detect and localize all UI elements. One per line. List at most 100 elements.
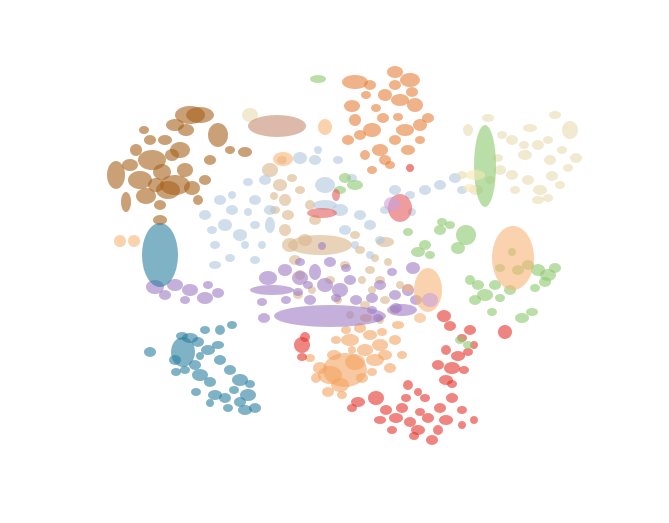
scatter-point-s4-p0 xyxy=(262,163,278,177)
scatter-point-s0-p5 xyxy=(136,188,156,204)
scatter-point-s5-p14 xyxy=(293,152,307,164)
scatter-point-s7-p26 xyxy=(191,388,201,396)
scatter-point-s0-p13 xyxy=(178,124,194,136)
scatter-point-s0-p1 xyxy=(121,192,131,212)
scatter-point-s9-p5 xyxy=(419,240,431,250)
scatter-point-s1-p18 xyxy=(422,113,434,123)
scatter-point-s7-p22 xyxy=(215,325,225,335)
scatter-point-s1-p20 xyxy=(354,130,366,140)
scatter-point-s2-p27 xyxy=(305,354,315,362)
scatter-point-s4-p26 xyxy=(360,301,370,309)
scatter-point-s8-p26 xyxy=(555,181,565,189)
scatter-point-s6-p28 xyxy=(387,268,397,276)
scatter-point-s3-p34 xyxy=(437,310,451,322)
scatter-point-s7-p13 xyxy=(249,403,261,413)
scatter-point-s9-p33 xyxy=(487,308,497,316)
scatter-point-s7-p27 xyxy=(206,399,214,407)
scatter-point-s7-p29 xyxy=(245,380,255,388)
scatter-point-s6-p4 xyxy=(167,279,183,291)
scatter-point-s7-p3 xyxy=(169,355,181,365)
scatter-point-s6-p17 xyxy=(324,257,336,267)
scatter-point-s6-p14 xyxy=(317,278,333,292)
scatter-point-s7-p5 xyxy=(189,360,201,370)
scatter-point-s3-p5 xyxy=(347,404,357,412)
scatter-point-s2-p26 xyxy=(331,336,341,344)
scatter-point-s0-p2 xyxy=(128,171,152,189)
scatter-point-s7-p8 xyxy=(208,390,222,400)
scatter-point-s6-p27 xyxy=(406,262,420,274)
scatter-point-s14-p0 xyxy=(384,197,400,211)
scatter-point-s6-p34 xyxy=(258,313,270,323)
scatter-point-s5-p20 xyxy=(354,210,366,220)
scatter-point-s5-p13 xyxy=(265,217,275,233)
scatter-point-s8-p23 xyxy=(549,111,561,119)
scatter-point-s8-p13 xyxy=(533,185,547,195)
scatter-point-s0-p8 xyxy=(158,135,172,145)
scatter-point-s8-p12 xyxy=(546,171,558,181)
scatter-point-s6-p33 xyxy=(318,242,326,250)
scatter-point-s6-p5 xyxy=(182,284,198,296)
scatter-point-s6-p23 xyxy=(389,290,401,300)
scatter-point-s8-p24 xyxy=(543,136,553,144)
scatter-point-s5-p39 xyxy=(228,191,236,199)
scatter-point-s8-p14 xyxy=(522,175,534,185)
scatter-point-s5-p3 xyxy=(210,241,220,249)
scatter-point-s9-p16 xyxy=(495,294,505,302)
scatter-point-s2-p17 xyxy=(384,363,396,373)
scatter-point-s8-p3 xyxy=(497,131,507,139)
scatter-point-s6-p20 xyxy=(350,295,362,305)
scatter-point-s9-p3 xyxy=(347,180,363,190)
scatter-point-s6-p12 xyxy=(292,271,308,285)
scatter-point-s8-p2 xyxy=(482,114,494,122)
scatter-point-s2-p19 xyxy=(322,387,334,397)
scatter-point-s1-p15 xyxy=(377,113,389,123)
scatter-point-s1-p5 xyxy=(391,94,409,106)
scatter-point-s4-p21 xyxy=(365,266,375,274)
scatter-point-s7-p23 xyxy=(227,321,237,329)
scatter-point-s6-p3 xyxy=(159,290,171,300)
scatter-point-s9-p28 xyxy=(411,247,425,257)
scatter-point-s3-p26 xyxy=(432,360,444,370)
scatter-point-s2-p12 xyxy=(341,334,359,346)
scatter-point-s1-p1 xyxy=(364,80,376,90)
scatter-point-s8-p0 xyxy=(242,108,258,122)
scatter-point-s9-p23 xyxy=(539,277,551,287)
scatter-point-s1-p25 xyxy=(415,136,425,144)
scatter-point-s1-p9 xyxy=(389,135,401,145)
scatter-point-s7-p9 xyxy=(219,393,231,403)
scatter-point-s5-p24 xyxy=(405,191,415,199)
scatter-point-s10-p7 xyxy=(414,313,426,323)
scatter-point-s0-p18 xyxy=(184,181,200,195)
scatter-point-s6-p30 xyxy=(257,298,267,306)
scatter-point-s8-p28 xyxy=(519,141,529,149)
scatter-point-s0-p12 xyxy=(208,123,228,147)
scatter-point-s5-p15 xyxy=(309,155,321,165)
scatter-point-s7-p4 xyxy=(180,366,190,374)
scatter-point-s3-p3 xyxy=(368,391,384,405)
scatter-point-s3-p25 xyxy=(444,362,460,374)
scatter-point-s3-p35 xyxy=(498,325,512,339)
scatter-point-s2-p2 xyxy=(331,378,349,392)
scatter-point-s1-p27 xyxy=(367,166,377,174)
scatter-point-s1-p7 xyxy=(413,119,427,131)
scatter-point-s3-p2 xyxy=(300,332,310,342)
scatter-point-s3-p18 xyxy=(374,416,386,424)
scatter-point-s5-p0 xyxy=(199,210,211,220)
scatter-point-s8-p5 xyxy=(518,150,532,160)
scatter-point-s1-p21 xyxy=(379,155,391,165)
scatter-point-s1-p17 xyxy=(401,145,415,155)
scatter-point-s13-p0 xyxy=(465,170,485,180)
scatter-point-s1-p28 xyxy=(342,135,354,145)
scatter-point-s0-p19 xyxy=(204,155,216,165)
scatter-point-s2-p9 xyxy=(313,362,327,374)
scatter-point-s7-p0 xyxy=(142,223,178,287)
scatter-point-s1-p2 xyxy=(387,66,403,78)
scatter-point-s8-p4 xyxy=(506,135,518,145)
scatter-point-s14-p1 xyxy=(422,293,438,307)
scatter-point-s5-p4 xyxy=(218,219,232,231)
scatter-point-s8-p15 xyxy=(506,170,518,180)
scatter-point-s6-p8 xyxy=(203,281,213,289)
scatter-point-s9-p12 xyxy=(472,280,484,290)
scatter-point-s6-p13 xyxy=(309,264,321,280)
scatter-point-s6-p29 xyxy=(367,306,377,314)
